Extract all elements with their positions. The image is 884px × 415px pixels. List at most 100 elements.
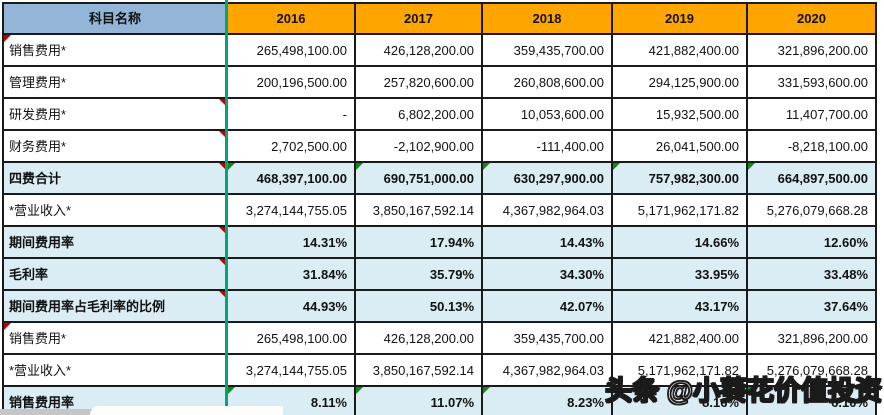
cell-2018[interactable]: 260,808,600.00	[481, 65, 613, 99]
cell-2020[interactable]: 5,276,079,668.28	[746, 353, 877, 387]
cell-2019[interactable]: 421,882,400.00	[611, 321, 748, 355]
row-label: 毛利率	[9, 266, 49, 282]
cell-2016[interactable]: 44.93%	[226, 289, 356, 323]
cell-2020[interactable]: 321,896,200.00	[746, 321, 877, 355]
cell-2019[interactable]: 757,982,300.00	[611, 161, 748, 195]
cell-2018[interactable]: 630,297,900.00	[481, 161, 613, 195]
formula-error-icon	[229, 164, 235, 170]
header-year-2020[interactable]: 2020	[746, 2, 877, 35]
row-label: 管理费用*	[9, 74, 67, 90]
row-label-cell[interactable]: 管理费用*	[2, 65, 228, 99]
table-row-finance-expense: 财务费用* 2,702,500.00 -2,102,900.00 -111,40…	[2, 129, 877, 163]
cell-2020[interactable]: 6.10%	[746, 385, 877, 415]
row-label-cell[interactable]: 四费合计	[2, 161, 228, 195]
row-label-cell[interactable]: 期间费用率占毛利率的比例	[2, 289, 228, 323]
cell-2019[interactable]: 8.16%	[611, 385, 748, 415]
cell-2018[interactable]: 42.07%	[481, 289, 613, 323]
cell-2016[interactable]: 3,274,144,755.05	[226, 353, 356, 387]
cell-2019[interactable]: 14.66%	[611, 225, 748, 259]
cell-2018[interactable]: 8.23%	[481, 385, 613, 415]
table-row-sales-expense-ratio: 销售费用率 8.11% 11.07% 8.23% 8.16% 6.10%	[2, 385, 877, 415]
cell-2019[interactable]: 5,171,962,171.82	[611, 193, 748, 227]
row-label-cell[interactable]: *营业收入*	[2, 353, 228, 387]
cell-2019[interactable]: 294,125,900.00	[611, 65, 748, 99]
comment-indicator-icon	[5, 36, 11, 42]
row-label: *营业收入*	[9, 202, 72, 218]
table-row-period-to-gross-ratio: 期间费用率占毛利率的比例 44.93% 50.13% 42.07% 43.17%…	[2, 289, 877, 323]
cell-2020[interactable]: 331,593,600.00	[746, 65, 877, 99]
cell-2017[interactable]: 50.13%	[354, 289, 483, 323]
row-label: 财务费用*	[9, 138, 67, 154]
cell-2017[interactable]: 426,128,200.00	[354, 321, 483, 355]
header-subject-cell[interactable]: 科目名称	[2, 2, 228, 35]
cell-2020[interactable]: -8,218,100.00	[746, 129, 877, 163]
table-row-admin-expense: 管理费用* 200,196,500.00 257,820,600.00 260,…	[2, 65, 877, 99]
cell-2018[interactable]: -111,400.00	[481, 129, 613, 163]
cell-2018[interactable]: 34.30%	[481, 257, 613, 291]
cell-2016[interactable]: 3,274,144,755.05	[226, 193, 356, 227]
cell-2017[interactable]: 257,820,600.00	[354, 65, 483, 99]
cell-2018[interactable]: 359,435,700.00	[481, 321, 613, 355]
row-label: 销售费用*	[9, 42, 67, 58]
row-label-cell[interactable]: 财务费用*	[2, 129, 228, 163]
cell-2020[interactable]: 33.48%	[746, 257, 877, 291]
cell-2020[interactable]: 664,897,500.00	[746, 161, 877, 195]
cell-2017[interactable]: 3,850,167,592.14	[354, 353, 483, 387]
row-label-cell[interactable]: 毛利率	[2, 257, 228, 291]
cell-2017[interactable]: 690,751,000.00	[354, 161, 483, 195]
header-year-2017[interactable]: 2017	[354, 2, 483, 35]
watermark: 头条 @小葵花价值投资	[604, 375, 882, 406]
header-year-2016[interactable]: 2016	[226, 2, 356, 35]
formula-error-icon	[357, 388, 363, 394]
cell-2017[interactable]: 11.07%	[354, 385, 483, 415]
table-row-gross-margin: 毛利率 31.84% 35.79% 34.30% 33.95% 33.48%	[2, 257, 877, 291]
cell-2020[interactable]: 321,896,200.00	[746, 33, 877, 67]
cell-2017[interactable]: 3,850,167,592.14	[354, 193, 483, 227]
row-label-cell[interactable]: 研发费用*	[2, 97, 228, 131]
header-year-2019[interactable]: 2019	[611, 2, 748, 35]
header-year-2018[interactable]: 2018	[481, 2, 613, 35]
cell-2019[interactable]: 5,171,962,171.82	[611, 353, 748, 387]
cell-2017[interactable]: 6,802,200.00	[354, 97, 483, 131]
cell-2016[interactable]: 200,196,500.00	[226, 65, 356, 99]
formula-error-icon	[614, 164, 620, 170]
cell-2016[interactable]: 2,702,500.00	[226, 129, 356, 163]
table-row-operating-revenue: *营业收入* 3,274,144,755.05 3,850,167,592.14…	[2, 193, 877, 227]
cell-2018[interactable]: 4,367,982,964.03	[481, 193, 613, 227]
cell-2018[interactable]: 10,053,600.00	[481, 97, 613, 131]
cell-2017[interactable]: 17.94%	[354, 225, 483, 259]
cell-2017[interactable]: 35.79%	[354, 257, 483, 291]
row-label-cell[interactable]: 销售费用*	[2, 33, 228, 67]
row-label: 销售费用*	[9, 330, 67, 346]
cell-2019[interactable]: 421,882,400.00	[611, 33, 748, 67]
row-label: 销售费用率	[9, 394, 75, 410]
cell-2018[interactable]: 4,367,982,964.03	[481, 353, 613, 387]
cell-2017[interactable]: -2,102,900.00	[354, 129, 483, 163]
cell-2016[interactable]: 14.31%	[226, 225, 356, 259]
row-label-cell[interactable]: 期间费用率	[2, 225, 228, 259]
formula-error-icon	[749, 164, 755, 170]
table-row-four-expense-total: 四费合计 468,397,100.00 690,751,000.00 630,2…	[2, 161, 877, 195]
row-label: 期间费用率占毛利率的比例	[9, 298, 166, 314]
cell-2019[interactable]: 15,932,500.00	[611, 97, 748, 131]
cell-2016[interactable]: 265,498,100.00	[226, 33, 356, 67]
cell-2017[interactable]: 426,128,200.00	[354, 33, 483, 67]
cell-2016[interactable]: -	[226, 97, 356, 131]
cell-2018[interactable]: 14.43%	[481, 225, 613, 259]
row-label-cell[interactable]: *营业收入*	[2, 193, 228, 227]
cell-2016[interactable]: 31.84%	[226, 257, 356, 291]
cell-2020[interactable]: 37.64%	[746, 289, 877, 323]
cell-2020[interactable]: 11,407,700.00	[746, 97, 877, 131]
comment-indicator-icon	[5, 324, 11, 330]
cell-2019[interactable]: 43.17%	[611, 289, 748, 323]
cell-2020[interactable]: 12.60%	[746, 225, 877, 259]
cell-2018[interactable]: 359,435,700.00	[481, 33, 613, 67]
row-label-cell[interactable]: 销售费用*	[2, 321, 228, 355]
row-label: 研发费用*	[9, 106, 67, 122]
cell-2016[interactable]: 265,498,100.00	[226, 321, 356, 355]
cell-2019[interactable]: 26,041,500.00	[611, 129, 748, 163]
cell-2016[interactable]: 468,397,100.00	[226, 161, 356, 195]
cell-2020[interactable]: 5,276,079,668.28	[746, 193, 877, 227]
cell-2019[interactable]: 33.95%	[611, 257, 748, 291]
